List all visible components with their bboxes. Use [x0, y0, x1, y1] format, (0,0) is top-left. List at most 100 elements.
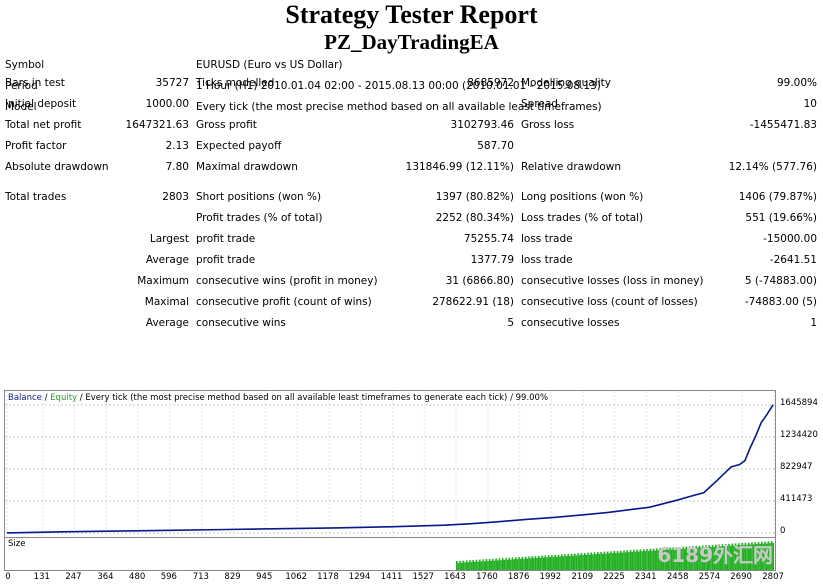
stat-value: 8685972	[467, 77, 514, 89]
size-bar	[631, 551, 634, 570]
size-bar	[537, 555, 540, 570]
size-bar	[644, 551, 647, 570]
stat-value: -15000.00	[763, 233, 817, 245]
size-bar	[564, 554, 566, 570]
size-bar	[460, 562, 463, 570]
stat-value: 12.14% (577.76)	[728, 161, 817, 173]
stat-label: Spread	[521, 98, 558, 110]
size-bar	[769, 543, 771, 570]
legend-description: / Every tick (the most precise method ba…	[77, 393, 549, 403]
size-bar	[654, 550, 656, 570]
size-bar	[500, 560, 502, 570]
size-bar	[613, 551, 616, 570]
balance-chart-svg	[5, 391, 775, 537]
x-tick-label: 247	[65, 572, 82, 582]
size-bar	[752, 544, 755, 570]
size-bar	[770, 541, 773, 570]
size-chart: Size 6189外汇网	[4, 537, 776, 571]
size-bar	[488, 558, 491, 570]
size-bar	[708, 545, 711, 570]
size-bar	[638, 551, 640, 570]
size-bar	[478, 559, 481, 570]
size-bar	[575, 555, 578, 570]
size-bar	[518, 557, 520, 570]
size-bar	[705, 545, 707, 570]
size-bar	[683, 548, 686, 570]
x-tick-label: 1876	[507, 572, 530, 582]
size-bar	[715, 544, 717, 570]
stat-label: Initial deposit	[5, 98, 77, 110]
size-bar	[641, 551, 643, 570]
size-bar	[524, 556, 527, 570]
stat-label: Total net profit	[5, 119, 82, 131]
stat-label: Modelling quality	[521, 77, 611, 89]
size-bar	[606, 551, 609, 570]
size-bar	[765, 543, 768, 570]
size-bar	[539, 557, 542, 570]
size-bar	[629, 550, 632, 570]
size-bar	[552, 556, 555, 570]
stat-label: consecutive loss (count of losses)	[521, 296, 698, 308]
x-tick-label: 1411	[380, 572, 403, 582]
stats-row: Maximal consecutive profit (count of wins…	[0, 294, 823, 310]
size-bar	[567, 553, 570, 570]
size-bar	[465, 560, 468, 570]
size-bar	[615, 552, 617, 570]
period-value: 1 Hour (H1) 2010.01.04 02:00 - 2015.08.1…	[196, 80, 601, 92]
size-bar	[636, 549, 638, 570]
size-bar	[574, 553, 576, 570]
size-bar	[551, 555, 553, 570]
stat-value: 1000.00	[145, 98, 189, 110]
size-bar	[718, 544, 720, 570]
size-bar	[657, 550, 660, 570]
model-label: Model	[5, 101, 37, 113]
model-value: Every tick (the most precise method base…	[196, 101, 602, 113]
size-bar	[593, 552, 596, 570]
size-bar	[595, 554, 597, 570]
stat-label: loss trade	[521, 254, 573, 266]
size-bar	[565, 556, 568, 570]
size-bar	[682, 546, 684, 570]
stats-row: Largest profit trade 75255.74 loss trade -15…	[0, 231, 823, 247]
size-bar	[506, 559, 509, 570]
stats-row: Average profit trade 1377.79 loss trade -264…	[0, 252, 823, 268]
x-tick-label: 2225	[603, 572, 625, 582]
stat-value: -2641.51	[769, 254, 817, 266]
stat-label: Short positions (won %)	[196, 191, 322, 203]
size-bar	[485, 559, 488, 570]
size-bar	[580, 553, 583, 570]
stat-value: 551 (19.66%)	[745, 212, 817, 224]
size-bar	[688, 546, 691, 570]
size-bar	[505, 557, 507, 570]
size-bar	[690, 548, 693, 570]
x-tick-label: 0	[5, 572, 11, 582]
stats-row: Total trades 2803 Short positions (won %) 1…	[0, 189, 823, 205]
size-bar	[767, 541, 770, 570]
size-bar	[477, 561, 479, 570]
size-bar	[698, 545, 701, 570]
size-bar	[772, 543, 775, 570]
size-bar	[531, 556, 534, 570]
size-bar	[734, 543, 737, 570]
size-bar	[742, 544, 745, 570]
stat-label: Total trades	[5, 191, 67, 203]
size-bar	[541, 555, 543, 570]
size-bar	[626, 550, 629, 570]
size-bar	[760, 541, 763, 570]
size-bar	[611, 553, 614, 570]
size-bar	[554, 554, 556, 570]
size-bar	[642, 549, 645, 570]
x-tick-label: 2109	[571, 572, 594, 582]
stat-label: Relative drawdown	[521, 161, 622, 173]
size-bar	[623, 550, 625, 570]
size-bar	[721, 544, 724, 570]
x-tick-label: 1062	[285, 572, 308, 582]
size-bar	[547, 555, 550, 570]
stat-label: Loss trades (% of total)	[521, 212, 644, 224]
x-tick-label: 1643	[444, 572, 466, 582]
size-bar	[646, 549, 648, 570]
ea-name: PZ_DayTradingEA	[324, 30, 499, 54]
x-tick-label: 2574	[698, 572, 721, 582]
stats-row: Maximum consecutive wins (profit in money…	[0, 273, 823, 289]
size-bar	[598, 554, 601, 570]
